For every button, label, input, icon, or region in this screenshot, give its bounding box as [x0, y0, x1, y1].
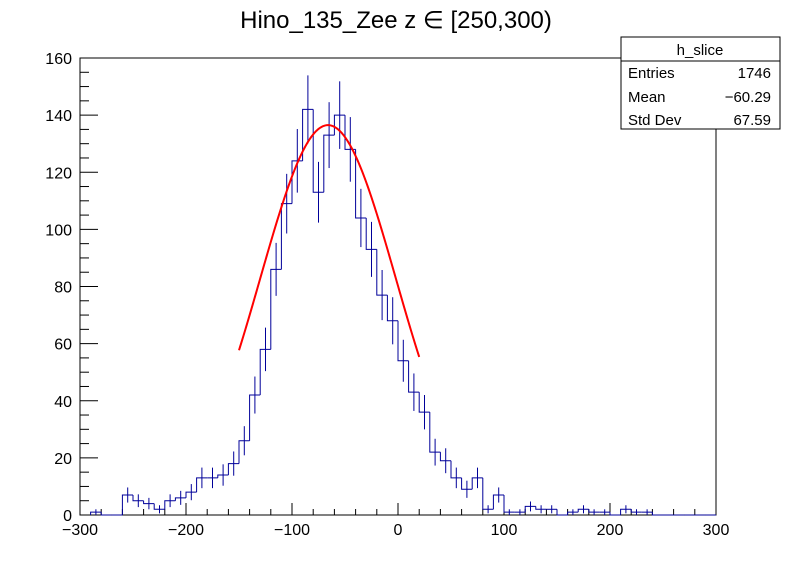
histogram-bin: [450, 460, 462, 479]
histogram-bin: [196, 477, 208, 493]
stats-entries-label: Entries: [628, 65, 675, 82]
histogram-bin: [217, 474, 229, 478]
histogram-bin: [524, 505, 536, 513]
y-tick-label: 20: [54, 451, 72, 468]
histogram-series: [90, 108, 716, 516]
histogram-bin: [588, 509, 600, 513]
y-tick-label: 40: [54, 394, 72, 411]
x-tick-label: −200: [168, 522, 204, 539]
histogram-bin: [492, 494, 504, 510]
histogram-bin: [323, 134, 335, 193]
histogram-bin: [249, 394, 261, 441]
histogram-bin: [365, 217, 377, 250]
histogram-bin: [386, 295, 398, 322]
histogram-bin: [503, 495, 515, 513]
histogram-bin: [302, 108, 314, 161]
histogram-bin: [185, 491, 197, 498]
histogram-bin: [227, 463, 239, 476]
histogram-bin: [312, 109, 324, 193]
histogram-bin: [556, 509, 568, 516]
x-tick-label: −300: [62, 522, 98, 539]
error-bars: [95, 75, 648, 515]
histogram-bin: [609, 512, 621, 516]
y-tick-label: 120: [45, 165, 72, 182]
histogram-bin: [100, 512, 112, 516]
histogram-bin: [355, 149, 367, 219]
histogram-bin: [90, 511, 102, 515]
histogram-bin: [376, 249, 388, 296]
y-tick-label: 0: [63, 508, 72, 525]
x-tick-label: 300: [703, 522, 730, 539]
fit-series: [238, 124, 421, 358]
x-tick-label: 0: [394, 522, 403, 539]
y-tick-label: 60: [54, 337, 72, 354]
histogram-bin: [174, 497, 186, 501]
chart-title: Hino_135_Zee z ∈ [250,300): [240, 7, 552, 34]
histogram-bin: [567, 511, 579, 515]
histogram-bin: [153, 503, 165, 510]
y-tick-label: 100: [45, 222, 72, 239]
histogram-bin: [143, 500, 155, 505]
x-tick-label: 200: [597, 522, 624, 539]
histogram-bin: [577, 508, 589, 513]
stats-box-title: h_slice: [677, 42, 724, 59]
histogram-bin: [620, 508, 632, 515]
histogram-bin: [164, 500, 176, 510]
x-tick-labels: −300 −200 −100 0 100 200 300: [62, 522, 729, 539]
histogram-bin: [461, 477, 473, 490]
stats-mean-label: Mean: [628, 89, 666, 106]
y-tick-label: 80: [54, 280, 72, 297]
histogram-bin: [408, 360, 420, 393]
x-tick-label: −100: [274, 522, 310, 539]
histogram-bin: [471, 477, 483, 490]
y-tick-label: 160: [45, 51, 72, 68]
stats-box: h_slice Entries 1746 Mean −60.29 Std Dev…: [620, 36, 781, 130]
histogram-bin: [651, 512, 663, 516]
histogram-bin: [535, 506, 547, 510]
stats-stddev-value: 67.59: [733, 112, 771, 129]
histogram-bin: [333, 114, 345, 136]
histogram-bin: [397, 320, 409, 362]
y-tick-labels: 0 20 40 60 80 100 120 140 160: [45, 51, 72, 525]
stats-box-frame: [620, 36, 781, 130]
histogram-bin: [270, 268, 282, 350]
axis-ticks: [79, 57, 717, 516]
histogram-bin: [259, 348, 271, 396]
histogram-bin: [482, 477, 494, 510]
histogram-bin: [238, 440, 250, 464]
y-tick-label: 140: [45, 108, 72, 125]
histogram-bin: [630, 509, 642, 513]
gaussian-fit-curve: [238, 124, 421, 358]
histogram-bin: [132, 495, 144, 502]
histogram-bin: [280, 203, 292, 270]
histogram-bin: [121, 494, 133, 515]
stats-stddev-label: Std Dev: [628, 112, 682, 129]
histogram-bin: [429, 412, 441, 453]
stats-mean-value: −60.29: [725, 89, 771, 106]
histogram-bin: [439, 452, 451, 462]
histogram-bin: [418, 392, 430, 413]
stats-entries-value: 1746: [738, 65, 771, 82]
x-tick-label: 100: [491, 522, 518, 539]
